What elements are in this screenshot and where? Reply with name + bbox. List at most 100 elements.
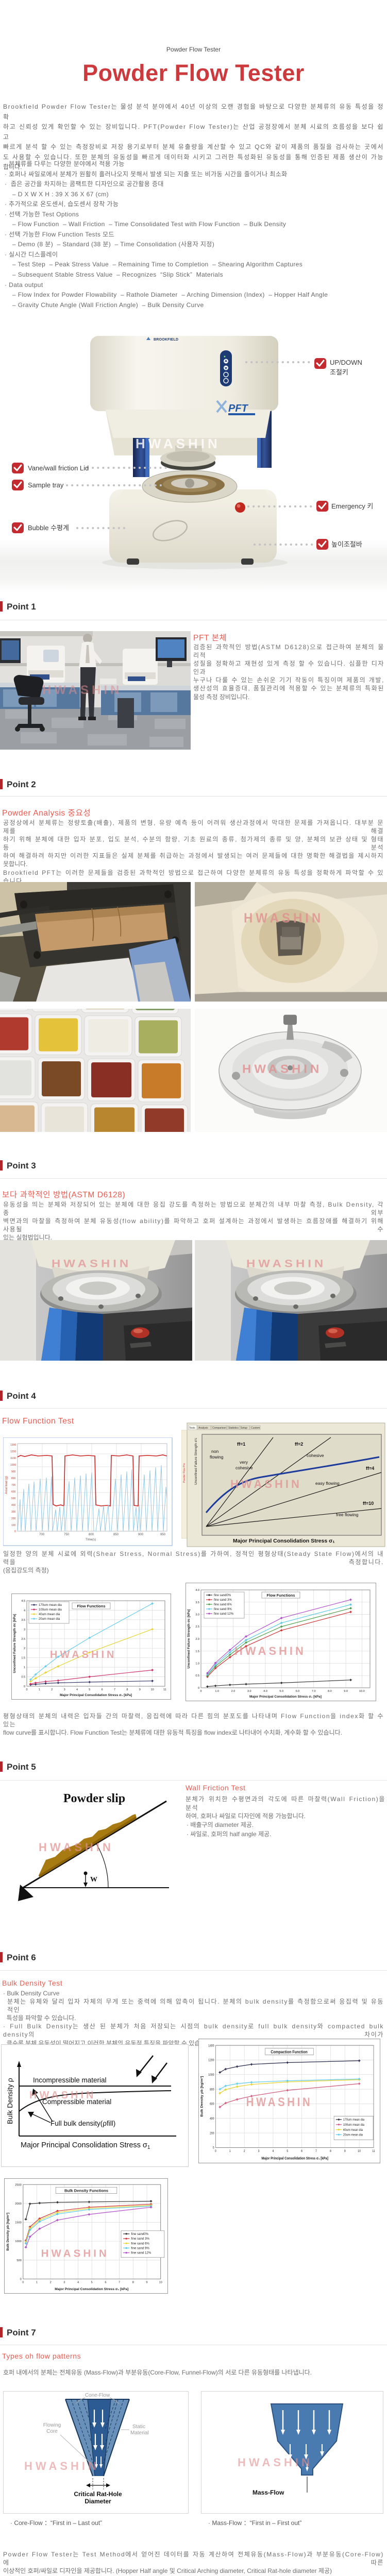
svg-text:700: 700 xyxy=(11,1484,16,1487)
svg-text:0: 0 xyxy=(213,2146,214,2149)
svg-text:800: 800 xyxy=(11,1477,16,1480)
svg-text:HWASHIN: HWASHIN xyxy=(242,1063,322,1076)
svg-text:850: 850 xyxy=(113,1533,119,1536)
svg-text:0: 0 xyxy=(24,1685,25,1688)
svg-text:4.5: 4.5 xyxy=(21,1600,25,1603)
svg-text:9: 9 xyxy=(146,2281,147,2284)
svg-text:1.0: 1.0 xyxy=(215,1690,219,1693)
svg-text:1: 1 xyxy=(229,2150,231,2153)
svg-text:very: very xyxy=(240,1460,248,1465)
svg-text:3: 3 xyxy=(24,1628,25,1631)
svg-text:3: 3 xyxy=(258,2150,260,2153)
svg-text:0: 0 xyxy=(20,2278,22,2281)
svg-text:6: 6 xyxy=(102,1688,103,1691)
svg-text:1: 1 xyxy=(24,1666,25,1669)
svg-text:Bulk Density ρb [kg/m³]: Bulk Density ρb [kg/m³] xyxy=(200,2076,204,2117)
svg-text:cohesive: cohesive xyxy=(307,1453,324,1458)
svg-text:10: 10 xyxy=(159,2281,162,2284)
svg-text:1.5: 1.5 xyxy=(21,1657,25,1660)
svg-text:0: 0 xyxy=(22,2281,24,2284)
svg-text:ff=10: ff=10 xyxy=(363,1501,374,1506)
svg-text:7: 7 xyxy=(114,1688,115,1691)
svg-text:HWASHIN: HWASHIN xyxy=(246,2095,313,2109)
svg-text:Flow Functions: Flow Functions xyxy=(267,1593,295,1598)
svg-text:easy flowing: easy flowing xyxy=(315,1481,340,1486)
svg-text:Bulk Density ρb [kg/m³]: Bulk Density ρb [kg/m³] xyxy=(6,2213,10,2251)
svg-text:7: 7 xyxy=(119,2281,120,2284)
svg-text:3.0: 3.0 xyxy=(247,1690,251,1693)
svg-text:Tests: Tests xyxy=(189,1427,195,1430)
svg-text:40um mean dia: 40um mean dia xyxy=(343,2128,363,2131)
svg-text:HWASHIN: HWASHIN xyxy=(238,2456,313,2469)
svg-text:2500: 2500 xyxy=(15,2183,22,2187)
svg-text:Bubble 수평계: Bubble 수평계 xyxy=(28,524,69,532)
svg-text:600: 600 xyxy=(11,1490,16,1494)
svg-text:6.0: 6.0 xyxy=(296,1690,300,1693)
svg-text:1: 1 xyxy=(39,1688,40,1691)
svg-text:HWASHIN: HWASHIN xyxy=(24,2460,99,2472)
svg-text:11: 11 xyxy=(163,1688,166,1691)
svg-text:0: 0 xyxy=(198,1687,199,1690)
svg-text:1: 1 xyxy=(36,2281,38,2284)
svg-text:HWASHIN: HWASHIN xyxy=(230,1478,302,1490)
svg-text:100: 100 xyxy=(11,1524,16,1527)
svg-text:0: 0 xyxy=(215,2150,216,2153)
svg-text:500: 500 xyxy=(11,1497,16,1500)
svg-text:800: 800 xyxy=(210,2088,214,2091)
svg-text:1400: 1400 xyxy=(208,2044,214,2047)
svg-text:6: 6 xyxy=(105,2281,106,2284)
svg-text:0: 0 xyxy=(200,1690,201,1693)
svg-text:Major Principal Consolidation: Major Principal Consolidation Stress σ₁ xyxy=(233,1538,335,1544)
svg-text:Mass-Flow: Mass-Flow xyxy=(253,2489,284,2496)
svg-text:4.0: 4.0 xyxy=(263,1690,267,1693)
svg-text:1200: 1200 xyxy=(10,1450,16,1453)
svg-text:400: 400 xyxy=(210,2117,214,2121)
svg-text:Comparison: Comparison xyxy=(212,1427,226,1430)
svg-text:Material: Material xyxy=(130,2430,149,2436)
svg-text:Bulk Density Functions: Bulk Density Functions xyxy=(64,2188,108,2193)
svg-text:UP/DOWN: UP/DOWN xyxy=(330,359,362,366)
svg-text:4: 4 xyxy=(77,2281,79,2284)
svg-text:Vane/wall friction Lid: Vane/wall friction Lid xyxy=(28,464,89,472)
svg-text:7: 7 xyxy=(315,2150,317,2153)
svg-text:2.0: 2.0 xyxy=(231,1690,235,1693)
svg-text:1.5: 1.5 xyxy=(195,1650,199,1653)
svg-text:750: 750 xyxy=(64,1533,70,1536)
svg-text:Time(s): Time(s) xyxy=(86,1538,96,1541)
svg-text:Compressible material: Compressible material xyxy=(42,2098,111,2106)
svg-text:2: 2 xyxy=(244,2150,245,2153)
svg-text:9: 9 xyxy=(344,2150,346,2153)
svg-text:Flow Functions: Flow Functions xyxy=(77,1604,106,1608)
svg-text:2000: 2000 xyxy=(15,2202,22,2206)
svg-text:2: 2 xyxy=(24,1647,25,1650)
svg-text:HWASHIN: HWASHIN xyxy=(136,436,221,451)
svg-text:fine sand 3%: fine sand 3% xyxy=(214,1599,232,1602)
svg-text:Incompressible material: Incompressible material xyxy=(33,2076,107,2084)
svg-text:900: 900 xyxy=(138,1533,144,1536)
svg-text:4: 4 xyxy=(24,1609,25,1612)
svg-text:Major Principal Consolidation: Major Principal Consolidation Stress σ₁ … xyxy=(60,1693,132,1697)
svg-text:5: 5 xyxy=(287,2150,288,2153)
svg-text:0.5: 0.5 xyxy=(195,1674,199,1677)
svg-text:Statistics: Statistics xyxy=(228,1427,239,1430)
svg-text:Core: Core xyxy=(46,2429,58,2434)
svg-text:Major Principal Consolidation: Major Principal Consolidation Stress σ₁ … xyxy=(55,2287,128,2291)
svg-text:HWASHIN: HWASHIN xyxy=(42,683,122,697)
svg-text:2.0: 2.0 xyxy=(195,1638,199,1641)
svg-text:Setup: Setup xyxy=(241,1427,247,1430)
svg-text:1000: 1000 xyxy=(208,2074,214,2077)
svg-text:fine sand 9%: fine sand 9% xyxy=(131,2246,149,2250)
svg-text:200: 200 xyxy=(11,1517,16,1520)
svg-text:2: 2 xyxy=(50,2281,52,2284)
svg-text:Bulk Density ρ: Bulk Density ρ xyxy=(6,2078,14,2124)
svg-text:3: 3 xyxy=(63,2281,65,2284)
svg-text:10.0: 10.0 xyxy=(359,1690,365,1693)
svg-text:ff=4: ff=4 xyxy=(366,1466,374,1471)
svg-text:Critical Rat-Hole: Critical Rat-Hole xyxy=(74,2490,122,2498)
svg-text:HWASHIN: HWASHIN xyxy=(52,1258,131,1269)
svg-text:950: 950 xyxy=(160,1533,166,1536)
svg-text:Major Principal Consolidation: Major Principal Consolidation Stress σ1 xyxy=(21,2141,150,2150)
svg-text:1200: 1200 xyxy=(208,2059,214,2062)
svg-text:0: 0 xyxy=(14,1530,16,1533)
svg-text:1000: 1000 xyxy=(15,2240,22,2243)
